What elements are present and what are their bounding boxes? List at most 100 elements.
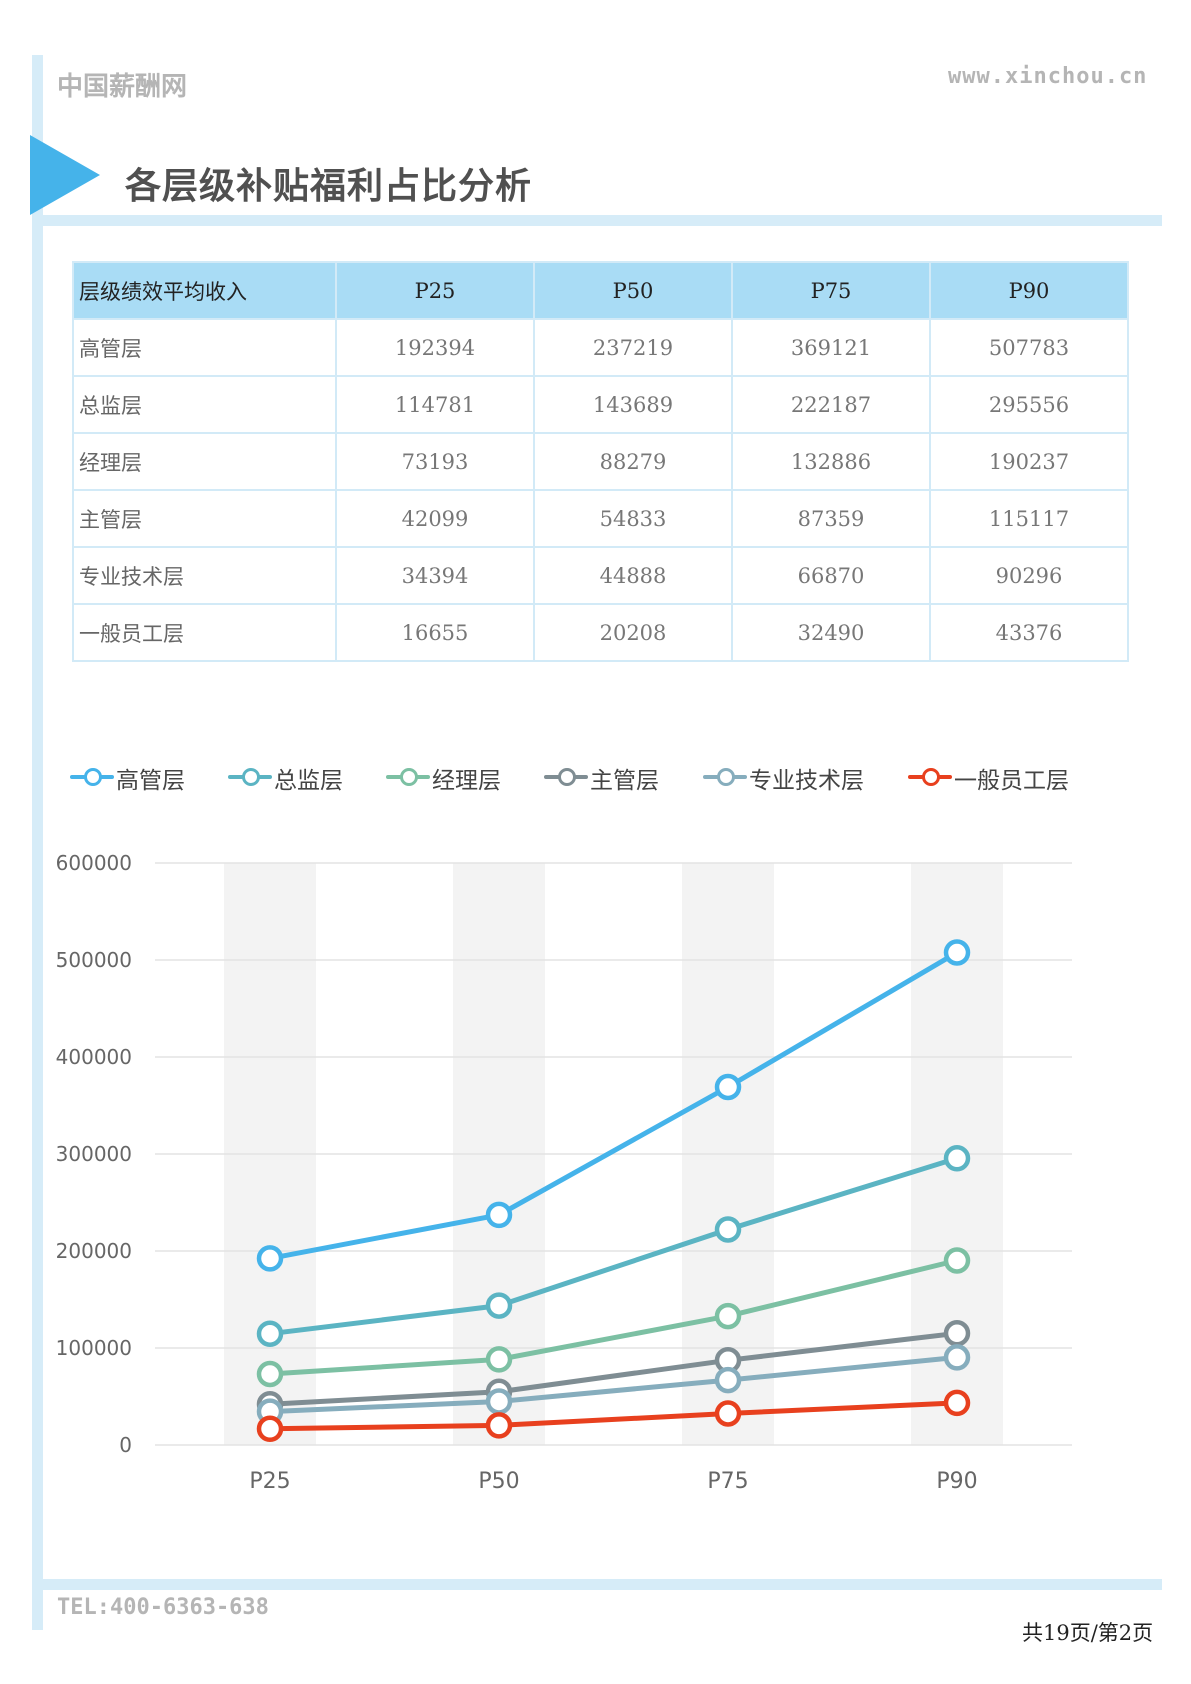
row-label: 专业技术层: [72, 546, 337, 605]
x-tick-label: P50: [478, 1469, 519, 1494]
chart-legend: 高管层 总监层 经理层 主管层 专业技术层 一般员工层: [70, 760, 1130, 794]
row-label: 经理层: [72, 432, 337, 491]
legend-marker-icon: [84, 768, 102, 786]
table-header-cell: P25: [335, 261, 535, 320]
series-line: [267, 1330, 960, 1407]
table-cell: 73193: [335, 432, 535, 491]
table-cell: 222187: [731, 375, 931, 434]
table-cell: 66870: [731, 546, 931, 605]
legend-marker-icon: [400, 768, 418, 786]
income-line-chart: 0 100000 200000 300000 400000 500000 600000 P2…: [56, 851, 1072, 1494]
x-tick-label: P75: [707, 1469, 748, 1494]
section-title: 各层级补贴福利占比分析: [125, 166, 533, 207]
table-cell: 115117: [929, 489, 1129, 548]
series-line: [267, 1354, 960, 1415]
table-header-cell: P75: [731, 261, 931, 320]
site-url[interactable]: www.xinchou.cn: [948, 64, 1148, 89]
legend-marker-icon: [922, 768, 940, 786]
table-cell: 143689: [533, 375, 733, 434]
table-cell: 16655: [335, 603, 535, 662]
table-cell: 507783: [929, 318, 1129, 377]
page-indicator: 共19页/第2页: [1022, 1621, 1154, 1645]
table-cell: 54833: [533, 489, 733, 548]
table-cell: 90296: [929, 546, 1129, 605]
table-cell: 192394: [335, 318, 535, 377]
table-cell: 87359: [731, 489, 931, 548]
data-point: [256, 1360, 284, 1388]
site-name: 中国薪酬网: [57, 72, 188, 102]
data-point: [943, 1247, 971, 1274]
table-cell: 34394: [335, 546, 535, 605]
table-cell: 88279: [533, 432, 733, 491]
x-tick-label: P90: [936, 1469, 977, 1494]
data-point: [714, 1216, 742, 1243]
series-points: [256, 939, 971, 1443]
series-line: [267, 1400, 960, 1432]
table-row: 主管层 42099 54833 87359 115117: [72, 489, 1129, 548]
data-point: [485, 1388, 513, 1415]
data-point: [485, 1292, 513, 1319]
table-header-cell: P50: [533, 261, 733, 320]
legend-label: 总监层: [274, 768, 343, 794]
y-tick-label: 500000: [56, 948, 132, 972]
series-line: [267, 950, 960, 1261]
legend-label: 专业技术层: [749, 768, 864, 794]
legend-label: 经理层: [432, 768, 501, 794]
income-table: 层级绩效平均收入 P25 P50 P75 P90 高管层 192394 2372…: [72, 261, 1129, 662]
table-row: 高管层 192394 237219 369121 507783: [72, 318, 1129, 377]
x-tick-label: P25: [249, 1469, 290, 1494]
table-cell: 20208: [533, 603, 733, 662]
table-row: 一般员工层 16655 20208 32490 43376: [72, 603, 1129, 662]
table-cell: 43376: [929, 603, 1129, 662]
y-axis-ticks: 0 100000 200000 300000 400000 500000 600000: [56, 851, 132, 1457]
y-tick-label: 0: [119, 1433, 132, 1457]
data-point: [256, 1415, 284, 1443]
data-point: [714, 1366, 742, 1394]
row-label: 高管层: [72, 318, 337, 377]
data-point: [714, 1302, 742, 1330]
row-label: 主管层: [72, 489, 337, 548]
legend-label: 高管层: [116, 768, 185, 794]
grid-lines: [155, 862, 1072, 1446]
data-point: [943, 1344, 971, 1371]
row-label: 一般员工层: [72, 603, 337, 662]
x-axis-ticks: P25 P50 P75 P90: [249, 1469, 977, 1494]
footer-divider: [32, 1579, 1162, 1590]
table-row: 专业技术层 34394 44888 66870 90296: [72, 546, 1129, 605]
legend-marker-icon: [242, 768, 260, 786]
table-cell: 32490: [731, 603, 931, 662]
y-tick-label: 400000: [56, 1045, 132, 1069]
table-cell: 132886: [731, 432, 931, 491]
table-header-row: 层级绩效平均收入 P25 P50 P75 P90: [72, 261, 1129, 320]
legend-label: 一般员工层: [954, 768, 1069, 794]
table-cell: 42099: [335, 489, 535, 548]
y-tick-label: 200000: [56, 1239, 132, 1263]
table-header-cell: 层级绩效平均收入: [72, 261, 337, 320]
table-cell: 44888: [533, 546, 733, 605]
data-point: [714, 1073, 742, 1101]
data-point: [485, 1412, 513, 1439]
y-tick-label: 300000: [56, 1142, 132, 1166]
data-point: [485, 1346, 513, 1373]
table-header-cell: P90: [929, 261, 1129, 320]
data-point: [256, 1245, 284, 1272]
y-tick-label: 100000: [56, 1336, 132, 1360]
legend-marker-icon: [717, 768, 735, 786]
title-arrow-icon: [30, 135, 100, 215]
row-label: 总监层: [72, 375, 337, 434]
series-line: [267, 1155, 960, 1337]
data-point: [943, 1145, 971, 1172]
table-row: 总监层 114781 143689 222187 295556: [72, 375, 1129, 434]
series-line: [267, 1258, 960, 1377]
data-point: [943, 939, 971, 966]
table-cell: 190237: [929, 432, 1129, 491]
table-cell: 295556: [929, 375, 1129, 434]
legend-marker-icon: [558, 768, 576, 786]
series-lines: [267, 950, 960, 1432]
data-point: [485, 1201, 513, 1229]
title-divider: [32, 215, 1162, 226]
left-accent-bar: [32, 55, 43, 1630]
data-point: [714, 1400, 742, 1427]
table-row: 经理层 73193 88279 132886 190237: [72, 432, 1129, 491]
data-point: [256, 1320, 284, 1347]
